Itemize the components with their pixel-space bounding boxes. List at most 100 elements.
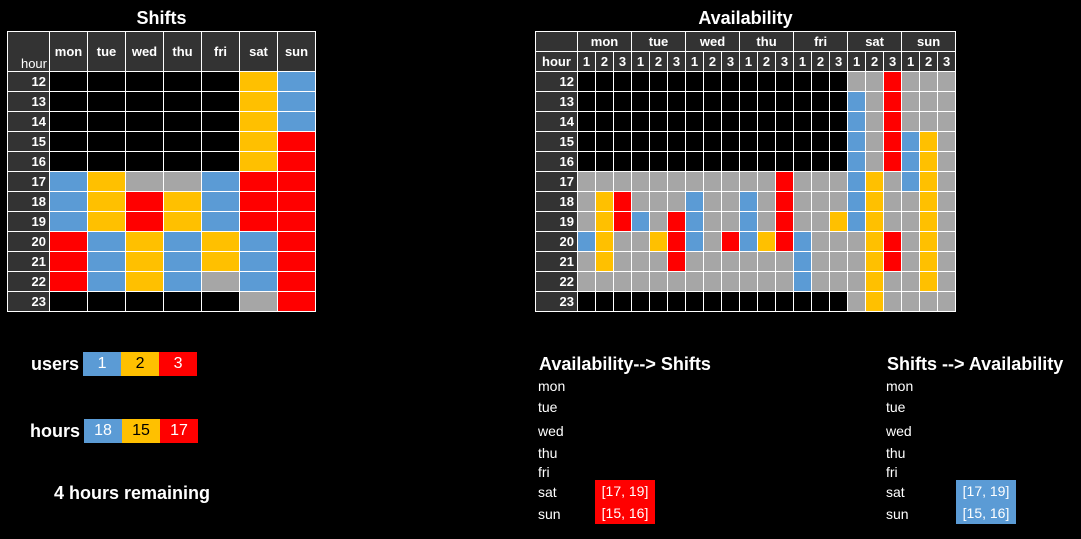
availability-cell bbox=[919, 91, 939, 112]
availability-cell bbox=[883, 251, 903, 272]
user-header-2: 2 bbox=[649, 51, 668, 72]
availability-cell bbox=[937, 111, 957, 132]
availability-cell bbox=[631, 171, 650, 192]
availability-cell bbox=[757, 151, 777, 172]
availability-cell bbox=[739, 211, 759, 232]
availability-cell bbox=[901, 151, 921, 172]
header-corner bbox=[535, 31, 578, 52]
user-header-1: 1 bbox=[577, 51, 596, 72]
availability-cell bbox=[685, 111, 705, 132]
shift-cell bbox=[125, 71, 164, 92]
availability-cell bbox=[595, 271, 614, 292]
user-header-1: 1 bbox=[685, 51, 705, 72]
availability-cell bbox=[811, 251, 831, 272]
shift-cell bbox=[277, 131, 316, 152]
availability-cell bbox=[919, 111, 939, 132]
availability-cell bbox=[757, 171, 777, 192]
availability-cell bbox=[847, 231, 867, 252]
availability-cell bbox=[865, 271, 885, 292]
availability-cell bbox=[811, 191, 831, 212]
availability-cell bbox=[829, 291, 849, 312]
shift-cell bbox=[277, 191, 316, 212]
shift-cell bbox=[163, 171, 202, 192]
user-header-1: 1 bbox=[793, 51, 813, 72]
availability-cell bbox=[793, 191, 813, 212]
availability-cell bbox=[883, 171, 903, 192]
shift-cell bbox=[49, 131, 88, 152]
availability-cell bbox=[577, 151, 596, 172]
shifts-to-avail-title: Shifts --> Availability bbox=[887, 354, 1064, 374]
availability-cell bbox=[793, 211, 813, 232]
hour-label: 13 bbox=[535, 91, 578, 112]
availability-cell bbox=[883, 231, 903, 252]
hour-header: hour bbox=[535, 51, 578, 72]
availability-cell bbox=[901, 131, 921, 152]
availability-cell bbox=[739, 91, 759, 112]
availability-cell bbox=[613, 111, 632, 132]
availability-cell bbox=[757, 231, 777, 252]
availability-cell bbox=[829, 211, 849, 232]
availability-cell bbox=[847, 211, 867, 232]
availability-cell bbox=[919, 151, 939, 172]
availability-cell bbox=[757, 111, 777, 132]
availability-cell bbox=[649, 211, 668, 232]
availability-cell bbox=[666, 71, 687, 92]
availability-cell bbox=[666, 231, 687, 252]
shift-cell bbox=[163, 251, 202, 272]
shifts-table: hour mon tue wed thu fri sat sun 12 13 14 15 16 17 18 1… bbox=[7, 31, 316, 312]
availability-cell bbox=[703, 271, 723, 292]
availability-cell bbox=[829, 251, 849, 272]
availability-cell bbox=[883, 151, 903, 172]
shift-cell bbox=[201, 231, 240, 252]
user-header-2: 2 bbox=[811, 51, 831, 72]
hour-label: 23 bbox=[7, 291, 50, 312]
shift-cell bbox=[125, 271, 164, 292]
availability-cell bbox=[865, 171, 885, 192]
availability-cell bbox=[811, 131, 831, 152]
hours-box-3: 17 bbox=[160, 419, 199, 443]
day-header-sat: sat bbox=[239, 31, 278, 72]
availability-cell bbox=[721, 271, 741, 292]
availability-cell bbox=[901, 231, 921, 252]
availability-cell bbox=[613, 271, 632, 292]
user-header-3: 3 bbox=[613, 51, 632, 72]
availability-cell bbox=[577, 71, 596, 92]
day-header-sat: sat bbox=[847, 31, 903, 52]
user-header-2: 2 bbox=[865, 51, 885, 72]
availability-cell bbox=[613, 151, 632, 172]
shift-cell bbox=[163, 151, 202, 172]
shift-cell bbox=[163, 291, 202, 312]
hour-label: 19 bbox=[535, 211, 578, 232]
shifts-to-avail-list: mon tue wed thu fri sat [17, 19] sun [15, 16] bbox=[886, 376, 1026, 526]
availability-cell bbox=[901, 191, 921, 212]
availability-cell bbox=[631, 191, 650, 212]
day-label-mon: mon bbox=[538, 378, 566, 394]
availability-cell bbox=[721, 191, 741, 212]
availability-cell bbox=[829, 231, 849, 252]
availability-cell bbox=[811, 111, 831, 132]
availability-cell bbox=[901, 211, 921, 232]
availability-cell bbox=[703, 111, 723, 132]
availability-cell bbox=[685, 231, 705, 252]
availability-cell bbox=[811, 291, 831, 312]
hours-legend: hours 18 15 17 bbox=[30, 419, 199, 443]
shift-cell bbox=[49, 271, 88, 292]
availability-cell bbox=[937, 271, 957, 292]
day-label-wed: wed bbox=[538, 423, 564, 439]
availability-title: Availability bbox=[698, 8, 793, 28]
shift-cell bbox=[87, 71, 126, 92]
availability-cell bbox=[793, 131, 813, 152]
day-header-mon: mon bbox=[577, 31, 632, 52]
users-legend: users 1 2 3 bbox=[31, 352, 198, 376]
availability-cell bbox=[883, 131, 903, 152]
availability-cell bbox=[577, 111, 596, 132]
shift-cell bbox=[163, 231, 202, 252]
shifts-title: Shifts bbox=[136, 8, 187, 28]
range-value-sun: [15, 16] bbox=[595, 502, 655, 524]
availability-cell bbox=[649, 231, 668, 252]
availability-cell bbox=[865, 71, 885, 92]
shift-cell bbox=[125, 251, 164, 272]
availability-cell bbox=[649, 271, 668, 292]
availability-cell bbox=[847, 91, 867, 112]
availability-cell bbox=[883, 111, 903, 132]
